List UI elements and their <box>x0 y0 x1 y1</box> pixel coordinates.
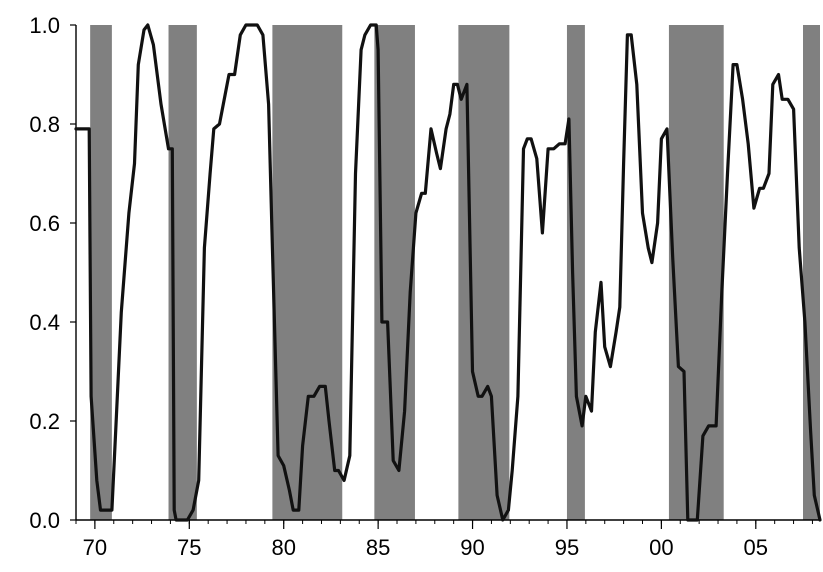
y-tick-label: 0.4 <box>29 310 60 335</box>
x-tick-label: 70 <box>83 535 107 560</box>
y-tick-label: 1.0 <box>29 13 60 38</box>
x-tick-label: 85 <box>366 535 390 560</box>
y-tick-label: 0.6 <box>29 211 60 236</box>
series <box>74 23 822 522</box>
x-tick-label: 75 <box>177 535 201 560</box>
x-tick-label: 90 <box>460 535 484 560</box>
x-tick-label: 95 <box>555 535 579 560</box>
y-tick-label: 0.8 <box>29 112 60 137</box>
shaded-periods <box>90 25 820 520</box>
x-tick-label: 05 <box>744 535 768 560</box>
y-tick-label: 0.0 <box>29 508 60 533</box>
x-tick-label: 80 <box>271 535 295 560</box>
shaded-period-7 <box>668 25 724 520</box>
y-tick-label: 0.2 <box>29 409 60 434</box>
shaded-period-1 <box>90 25 112 520</box>
x-tick-label: 00 <box>649 535 673 560</box>
series-line-1 <box>74 23 822 522</box>
shaded-period-6 <box>566 25 585 520</box>
